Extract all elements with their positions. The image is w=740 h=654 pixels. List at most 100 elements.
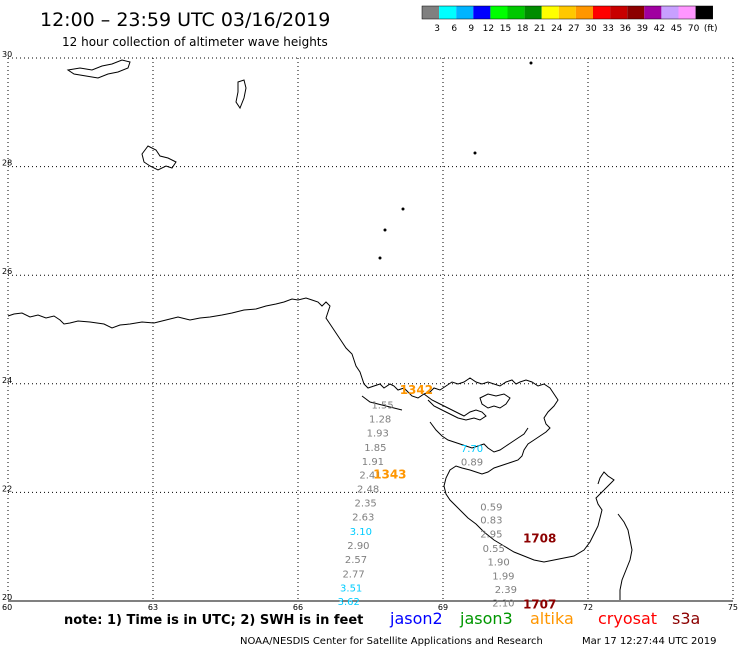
- lon-label: 63: [148, 603, 158, 612]
- colorbar: 3 6 9 12 15 18 21 24 27 30 33 36 39 42 45 70 (ft): [421, 5, 718, 34]
- colorbar-swatch-10: [593, 6, 611, 19]
- lon-label: 75: [728, 603, 738, 612]
- lon-label: 60: [2, 603, 12, 612]
- coastline: [7, 59, 633, 600]
- swh-value-label: 0.55: [483, 544, 505, 555]
- footer-timestamp: Mar 17 12:27:44 UTC 2019: [582, 636, 717, 647]
- footer-credit: NOAA/NESDIS Center for Satellite Applica…: [240, 636, 543, 647]
- colorbar-label: 21: [534, 24, 545, 34]
- legend-cryosat: cryosat: [598, 609, 657, 628]
- swh-value-label: 1.93: [367, 429, 389, 440]
- colorbar-label: 30: [585, 24, 597, 34]
- swh-value-label: 2.41: [359, 470, 381, 481]
- legend-jason3: jason3: [459, 609, 513, 628]
- colorbar-label: (ft): [704, 24, 718, 34]
- colorbar-swatch-5: [507, 6, 525, 19]
- lat-label: 28: [2, 159, 12, 168]
- swh-value-label: 2.10: [492, 599, 514, 610]
- colorbar-swatch-11: [610, 6, 628, 19]
- colorbar-label: 18: [517, 24, 529, 34]
- lon-label: 66: [293, 603, 303, 612]
- dot-marker-4: [378, 256, 382, 260]
- figure-subtitle: 12 hour collection of altimeter wave hei…: [62, 35, 328, 49]
- colorbar-label: 39: [637, 24, 649, 34]
- colorbar-swatch-14: [661, 6, 679, 19]
- swh-value-label: 0.89: [461, 457, 483, 468]
- inland-feature-west: [141, 145, 177, 171]
- colorbar-label: 42: [654, 24, 665, 34]
- colorbar-swatch-3: [473, 6, 491, 19]
- pass-number-label: 1343: [373, 467, 406, 481]
- colorbar-label: 36: [619, 24, 631, 34]
- colorbar-swatch-8: [558, 6, 576, 19]
- colorbar-outline: [421, 5, 713, 20]
- colorbar-swatch-6: [524, 6, 542, 19]
- lat-label: 22: [2, 484, 12, 493]
- dot-marker-1: [473, 151, 477, 155]
- lon-label: 72: [583, 603, 593, 612]
- colorbar-label: 27: [568, 24, 579, 34]
- colorbar-label: 24: [551, 24, 563, 34]
- colorbar-swatch-1: [439, 6, 457, 19]
- swh-value-label: 1.90: [487, 557, 509, 568]
- swh-value-label: 1.91: [362, 457, 384, 468]
- colorbar-swatch-15: [678, 6, 696, 19]
- figure-title: 12:00 – 23:59 UTC 03/16/2019: [40, 9, 330, 31]
- colorbar-swatch-2: [456, 6, 474, 19]
- swh-value-label: 3.10: [350, 527, 372, 538]
- colorbar-label: 9: [468, 24, 474, 34]
- lat-label: 24: [2, 376, 12, 385]
- lat-label: 26: [2, 267, 12, 276]
- pakistan-india-coastline: [7, 297, 605, 563]
- colorbar-swatch-0: [422, 6, 440, 19]
- swh-value-label: 2.39: [495, 585, 517, 596]
- dot-marker-3: [383, 228, 387, 232]
- swh-value-label: 1.28: [369, 415, 391, 426]
- swh-value-label: 2.48: [357, 485, 379, 496]
- swh-value-label: 2.95: [480, 530, 502, 541]
- colorbar-label: 70: [688, 24, 700, 34]
- legend-altika: altika: [530, 609, 574, 628]
- colorbar-label: 15: [500, 24, 511, 34]
- satellite-track-groundtrack: [361, 395, 403, 411]
- colorbar-label: 3: [434, 24, 440, 34]
- map-frame: [7, 57, 734, 602]
- dot-marker-5: [529, 61, 533, 65]
- dot-marker-2: [401, 207, 405, 211]
- colorbar-swatch-13: [644, 6, 662, 19]
- inland-lake: [235, 79, 247, 110]
- colorbar-label: 45: [671, 24, 682, 34]
- lat-label: 20: [2, 593, 12, 602]
- small-island-north: [66, 59, 131, 79]
- colorbar-label: 6: [451, 24, 457, 34]
- satellite-legend: jason2 jason3 altika cryosat s3a: [389, 609, 700, 628]
- swh-value-label: 2.57: [345, 555, 367, 566]
- swh-value-label: 0.59: [480, 503, 502, 514]
- swh-value-label: 3.51: [340, 583, 362, 594]
- swh-labels: 1.55 1.28 1.93 1.85 1.91 2.41 2.48 2.35 2.63 3.10…: [338, 400, 517, 609]
- gulf-of-kutch-inlet: [423, 393, 487, 421]
- pass-number-labels: 1342 1343 1708 1707: [373, 383, 556, 611]
- legend-jason2: jason2: [389, 609, 443, 628]
- swh-value-label: 1.85: [364, 443, 386, 454]
- swh-value-label: 2.35: [355, 499, 377, 510]
- swh-value-label: 1.55: [371, 400, 393, 411]
- colorbar-swatch-16: [695, 6, 713, 19]
- colorbar-label: 33: [602, 24, 613, 34]
- swh-value-label: 2.77: [342, 569, 364, 580]
- pass-number-label: 1708: [523, 531, 556, 545]
- rann-of-kutch: [479, 393, 511, 409]
- south-gujarat-coast: [597, 471, 633, 600]
- swh-value-label: 0.83: [480, 516, 502, 527]
- kathiawar-coast: [429, 421, 529, 453]
- swh-value-label: 3.62: [338, 597, 360, 608]
- legend-s3a: s3a: [672, 609, 700, 628]
- pass-number-label: 1707: [523, 598, 556, 612]
- colorbar-swatch-9: [575, 6, 593, 19]
- swh-value-label: 2.90: [347, 541, 369, 552]
- satellite-track-line: [361, 395, 403, 411]
- swh-value-label: 7.70: [461, 444, 483, 455]
